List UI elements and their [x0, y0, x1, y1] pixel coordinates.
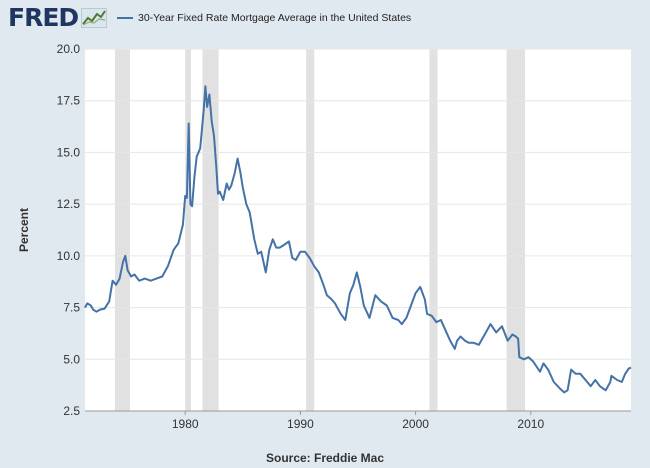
- y-axis-label: Percent: [17, 208, 31, 252]
- chart-header: FRED 30-Year Fixed Rate Mortgage Average…: [0, 0, 650, 36]
- x-axis-ticks: 1980 1990 2000 2010: [85, 410, 631, 431]
- legend: 30-Year Fixed Rate Mortgage Average in t…: [117, 12, 411, 24]
- source-note: Source: Freddie Mac: [265, 451, 385, 465]
- series-line-mortgage-rate: [84, 85, 632, 394]
- x-tick-label: 2000: [402, 417, 429, 431]
- y-tick-label: 7.5: [63, 301, 80, 315]
- recession-band: [429, 49, 438, 411]
- x-tick-label: 2010: [517, 417, 544, 431]
- y-tick-label: 12.5: [57, 197, 81, 211]
- legend-label: 30-Year Fixed Rate Mortgage Average in t…: [138, 12, 412, 24]
- plot-area: [85, 49, 631, 411]
- y-tick-label: 2.5: [63, 404, 80, 418]
- y-tick-label: 17.5: [57, 94, 81, 108]
- chart: 2.5 5.0 7.5 10.0 12.5 15.0 17.5 20.0 1980 1990 20…: [17, 42, 632, 431]
- recession-band: [185, 49, 191, 411]
- x-tick-label: 1980: [172, 417, 199, 431]
- y-tick-label: 15.0: [57, 145, 81, 159]
- line-chart-icon: [81, 8, 108, 28]
- legend-swatch: [117, 17, 133, 19]
- recession-band: [506, 49, 526, 411]
- recession-band: [306, 49, 315, 411]
- recession-band: [114, 49, 130, 411]
- fred-logo[interactable]: FRED: [8, 3, 108, 32]
- x-tick-label: 1990: [287, 417, 314, 431]
- y-tick-label: 5.0: [63, 352, 80, 366]
- y-axis-ticks: 2.5 5.0 7.5 10.0 12.5 15.0 17.5 20.0: [57, 42, 81, 418]
- y-tick-label: 10.0: [57, 249, 81, 263]
- logo-text: FRED: [8, 3, 79, 32]
- y-tick-label: 20.0: [57, 42, 81, 56]
